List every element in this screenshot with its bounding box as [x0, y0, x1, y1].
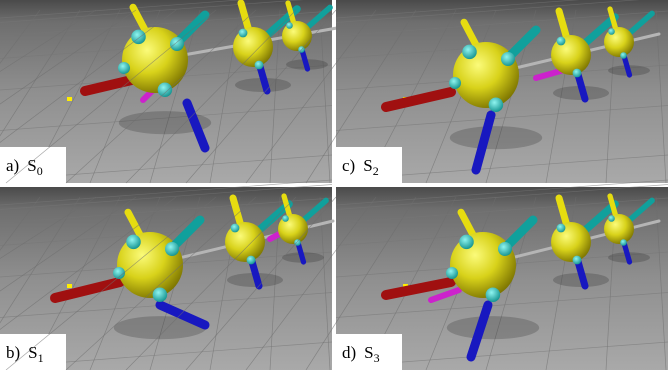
joint: [608, 215, 615, 222]
figure: a)S0c)S2b)S1d)S3: [0, 0, 668, 370]
joint: [126, 235, 141, 250]
joint: [462, 45, 477, 60]
joint: [239, 29, 248, 38]
panel-subscript: 2: [373, 164, 379, 178]
joint: [557, 224, 566, 233]
panel-subscript: 1: [38, 351, 44, 365]
joint: [153, 287, 168, 302]
panel-symbol: S: [364, 343, 373, 362]
joint: [459, 235, 474, 250]
panel-letter: c): [342, 156, 355, 175]
joint: [449, 77, 461, 89]
joint: [282, 215, 289, 222]
panel-symbol: S: [28, 343, 37, 362]
panel-subscript: 3: [374, 351, 380, 365]
joint: [247, 256, 256, 265]
joint: [118, 62, 130, 74]
joint: [294, 239, 301, 246]
joint: [486, 287, 501, 302]
joint: [620, 52, 627, 59]
panel-letter: d): [342, 343, 356, 362]
joint: [498, 242, 512, 256]
joint: [255, 61, 264, 70]
joint: [620, 239, 627, 246]
joint: [446, 267, 458, 279]
joint: [165, 242, 179, 256]
joint: [573, 69, 582, 78]
joint: [557, 37, 566, 46]
panel-letter: a): [6, 156, 19, 175]
marker: [67, 97, 72, 101]
panel-symbol: S: [363, 156, 372, 175]
shadow: [450, 126, 542, 149]
shadow: [447, 316, 539, 339]
panel-subscript: 0: [37, 164, 43, 178]
joint: [170, 37, 184, 51]
joint: [231, 224, 240, 233]
joint: [608, 28, 615, 35]
panel-letter: b): [6, 343, 20, 362]
joint: [158, 82, 173, 97]
marker: [67, 284, 72, 288]
joint: [286, 22, 293, 29]
joint: [573, 256, 582, 265]
joint: [489, 97, 504, 112]
joint: [501, 52, 515, 66]
